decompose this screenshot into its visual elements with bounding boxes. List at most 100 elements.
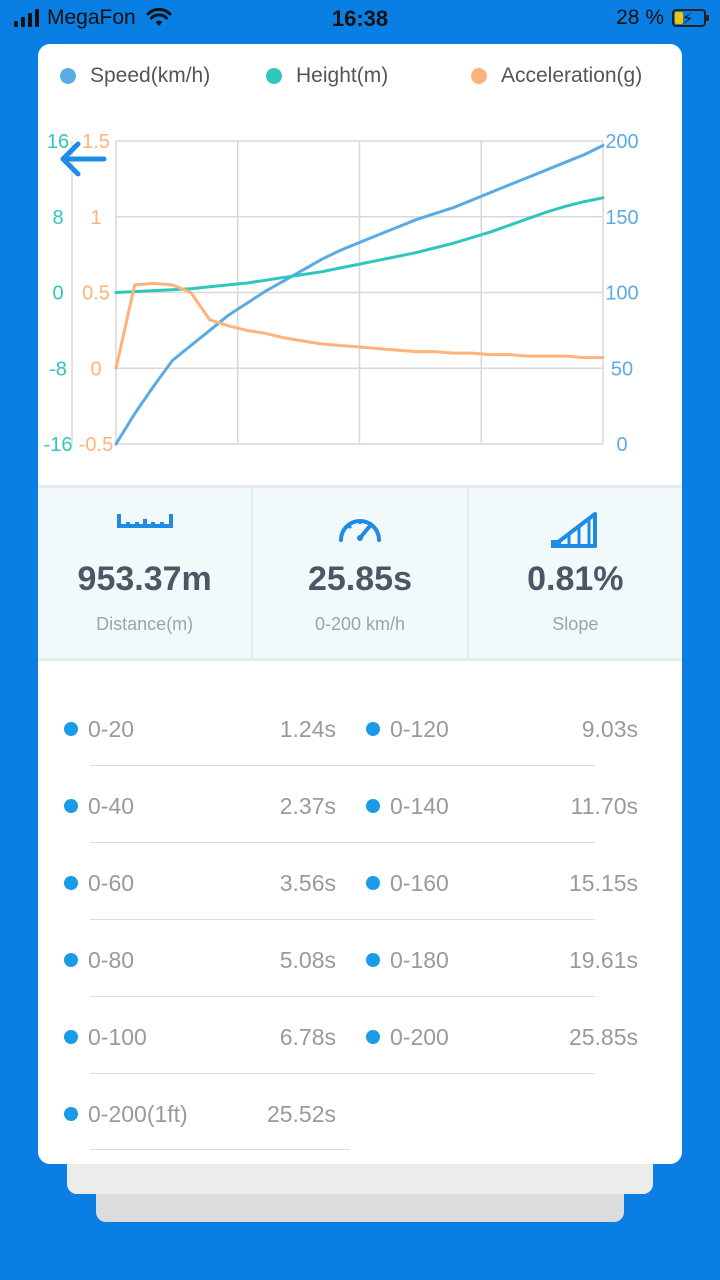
height-tick-label: -8	[49, 358, 67, 380]
range-time: 25.85s	[568, 1024, 638, 1050]
range-time: 9.03s	[581, 716, 638, 742]
legend-height-label: Height(m)	[296, 64, 389, 87]
distance-value: 953.37m	[77, 560, 212, 598]
accel-time-value: 25.85s	[307, 560, 412, 598]
carrier: MegaFon	[14, 6, 172, 30]
range-time: 2.37s	[279, 793, 336, 819]
legend-speed[interactable]: Speed(km/h)	[60, 64, 210, 88]
performance-chart: 16 8 0 -8 -16 1.5 1 0.5 0 -0.5 200 150 100 50 0	[44, 131, 639, 456]
list-item: 0-100 6.78s	[64, 1002, 336, 1079]
speed-tick-label: 0	[616, 434, 627, 456]
legend-acceleration[interactable]: Acceleration(g)	[471, 64, 642, 88]
divider	[90, 996, 595, 997]
clock: 16:38	[331, 6, 389, 31]
divider	[90, 1149, 350, 1150]
range-time: 15.15s	[568, 870, 638, 896]
bullet-icon	[366, 799, 380, 813]
range-time: 25.52s	[266, 1101, 336, 1127]
list-item: 0-160 15.15s	[366, 848, 638, 925]
bullet-icon	[366, 722, 380, 736]
height-tick-label: -16	[44, 434, 73, 456]
y-axis-speed-ticks: 200 150 100 50 0	[605, 131, 638, 456]
bullet-icon	[64, 953, 78, 967]
list-item: 0-140 11.70s	[366, 771, 638, 848]
bullet-icon	[64, 1107, 78, 1121]
list-item: 0-200 25.85s	[366, 1002, 638, 1079]
speed-tick-label: 200	[605, 131, 638, 153]
height-dot-icon	[266, 68, 282, 84]
range-label: 0-60	[88, 870, 135, 896]
acceleration-tick-label: 1.5	[82, 131, 110, 153]
divider	[90, 919, 595, 920]
speed-dot-icon	[60, 68, 76, 84]
wifi-icon	[146, 8, 172, 26]
divider	[90, 842, 595, 843]
bullet-icon	[366, 876, 380, 890]
stat-slope: 0.81% Slope	[466, 488, 682, 658]
list-item: 0-40 2.37s	[64, 771, 336, 848]
speed-tick-label: 150	[605, 207, 638, 229]
range-time: 3.56s	[279, 870, 336, 896]
bullet-icon	[64, 722, 78, 736]
range-label: 0-40	[88, 793, 135, 819]
chart-legend: Speed(km/h) Height(m) Acceleration(g)	[38, 64, 682, 94]
slope-value: 0.81%	[527, 560, 624, 598]
range-time: 6.78s	[279, 1024, 336, 1050]
range-label: 0-100	[88, 1024, 147, 1050]
back-arrow-icon[interactable]	[56, 139, 110, 179]
height-tick-label: 0	[52, 283, 63, 305]
stats-panel: 953.37m Distance(m) 25.85s 0-200 km/h	[38, 485, 682, 661]
status-bar: MegaFon 16:38 28 % ⚡	[0, 0, 720, 40]
slope-icon	[551, 512, 598, 548]
height-line	[114, 196, 605, 294]
signal-icon	[14, 9, 39, 27]
bullet-icon	[64, 876, 78, 890]
chart-grid	[71, 140, 604, 445]
range-time: 11.70s	[570, 793, 638, 819]
y-axis-height-ticks: 16 8 0 -8 -16	[44, 131, 73, 456]
range-label: 0-200(1ft)	[88, 1101, 188, 1127]
accel-time-label: 0-200 km/h	[314, 614, 406, 634]
range-label: 0-20	[88, 716, 135, 742]
height-tick-label: 8	[52, 207, 63, 229]
acceleration-dot-icon	[471, 68, 487, 84]
y-axis-acceleration-ticks: 1.5 1 0.5 0 -0.5	[79, 131, 113, 456]
charging-bolt-icon: ⚡	[682, 11, 694, 28]
divider	[90, 1073, 595, 1074]
speedometer-icon	[338, 519, 381, 542]
list-item: 0-80 5.08s	[64, 925, 336, 1002]
acceleration-line	[114, 281, 605, 370]
battery-status: 28 % ⚡	[616, 6, 709, 30]
list-item: 0-60 3.56s	[64, 848, 336, 925]
battery-percent: 28 %	[616, 6, 664, 29]
range-time: 19.61s	[568, 947, 638, 973]
list-item: 0-20 1.24s	[64, 694, 336, 771]
acceleration-tick-label: 1	[90, 207, 101, 229]
list-item: 0-180 19.61s	[366, 925, 638, 1002]
range-label: 0-200	[390, 1024, 449, 1050]
stat-accel-time: 25.85s 0-200 km/h	[251, 488, 466, 658]
speed-line	[114, 144, 605, 446]
range-label: 0-160	[390, 870, 449, 896]
battery-icon: ⚡	[672, 9, 709, 28]
chart-lines	[114, 144, 605, 446]
acceleration-tick-label: 0.5	[82, 283, 110, 305]
list-item: 0-120 9.03s	[366, 694, 638, 771]
range-time: 1.24s	[279, 716, 336, 742]
legend-height[interactable]: Height(m)	[266, 64, 388, 88]
range-label: 0-120	[390, 716, 449, 742]
list-item: 0-200(1ft) 25.52s	[64, 1079, 336, 1156]
speed-tick-label: 100	[605, 283, 638, 305]
speed-tick-label: 50	[611, 358, 633, 380]
height-tick-label: 16	[47, 131, 69, 153]
legend-acceleration-label: Acceleration(g)	[501, 64, 643, 87]
ruler-icon	[116, 514, 173, 528]
result-card: Speed(km/h) Height(m) Acceleration(g) 16…	[38, 44, 682, 1164]
range-label: 0-140	[390, 793, 449, 819]
bullet-icon	[366, 953, 380, 967]
stat-distance: 953.37m Distance(m)	[38, 488, 251, 658]
bullet-icon	[64, 799, 78, 813]
divider	[90, 765, 595, 766]
bullet-icon	[366, 1030, 380, 1044]
legend-speed-label: Speed(km/h)	[90, 64, 211, 87]
